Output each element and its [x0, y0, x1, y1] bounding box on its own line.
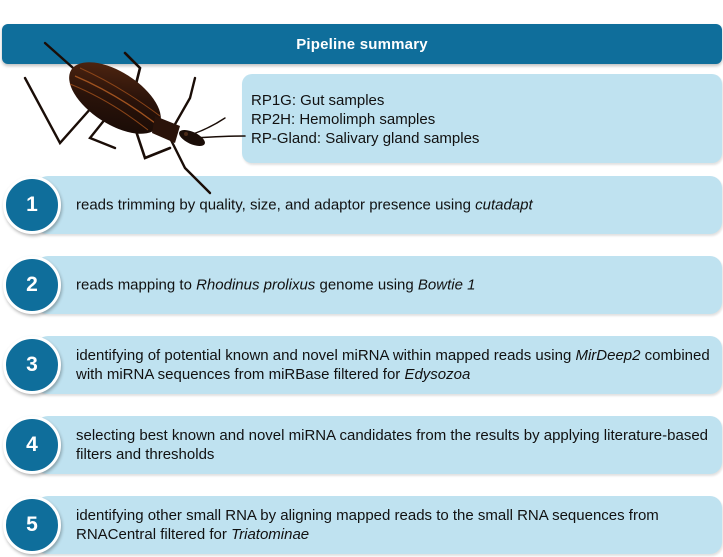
step-number-4: 4	[3, 416, 61, 474]
step-2-segment: genome using	[315, 276, 418, 294]
sample-legend-text: RP1G: Gut samples RP2H: Hemolimph sample…	[251, 91, 479, 148]
step-number-2: 2	[3, 256, 61, 314]
step-text-2: reads mapping to Rhodinus prolixus genom…	[76, 276, 710, 295]
step-5-segment: Triatominae	[231, 526, 310, 543]
step-4-segment: selecting best known and novel miRNA can…	[76, 427, 709, 463]
step-box-2: reads mapping to Rhodinus prolixus genom…	[36, 256, 722, 314]
step-text-1: reads trimming by quality, size, and ada…	[76, 196, 710, 215]
step-box-3: identifying of potential known and novel…	[36, 336, 722, 394]
step-5-segment: identifying other small RNA by aligning …	[76, 507, 659, 543]
step-number-5: 5	[3, 496, 61, 554]
pipeline-header: Pipeline summary	[2, 24, 722, 64]
header-title: Pipeline summary	[296, 35, 428, 53]
step-box-5: identifying other small RNA by aligning …	[36, 496, 722, 554]
step-1-segment: reads trimming by quality, size, and ada…	[76, 196, 476, 214]
sample-rp2h: RP2H: Hemolimph samples	[251, 111, 436, 128]
sample-legend-box: RP1G: Gut samples RP2H: Hemolimph sample…	[242, 74, 722, 163]
step-text-3: identifying of potential known and novel…	[76, 346, 710, 384]
step-3-segment: Edysozoa	[404, 366, 471, 383]
step-number-3: 3	[3, 336, 61, 394]
step-number-1: 1	[3, 176, 61, 234]
step-box-4: selecting best known and novel miRNA can…	[36, 416, 722, 474]
step-box-1: reads trimming by quality, size, and ada…	[36, 176, 722, 234]
step-text-5: identifying other small RNA by aligning …	[76, 506, 710, 544]
step-3-segment: identifying of potential known and novel…	[76, 347, 576, 364]
step-1-segment: cutadapt	[475, 196, 533, 214]
sample-rp-gland: RP-Gland: Salivary gland samples	[251, 130, 480, 147]
kissing-bug-icon	[23, 41, 246, 195]
sample-rp1g: RP1G: Gut samples	[251, 92, 385, 109]
step-text-4: selecting best known and novel miRNA can…	[76, 426, 710, 464]
step-3-segment: MirDeep2	[575, 347, 641, 364]
step-2-segment: Bowtie 1	[417, 276, 476, 294]
step-2-segment: Rhodinus prolixus	[196, 276, 316, 294]
step-3-segment: combined with miRNA sequences from miRBa…	[76, 347, 710, 383]
step-2-segment: reads mapping to	[76, 276, 197, 294]
